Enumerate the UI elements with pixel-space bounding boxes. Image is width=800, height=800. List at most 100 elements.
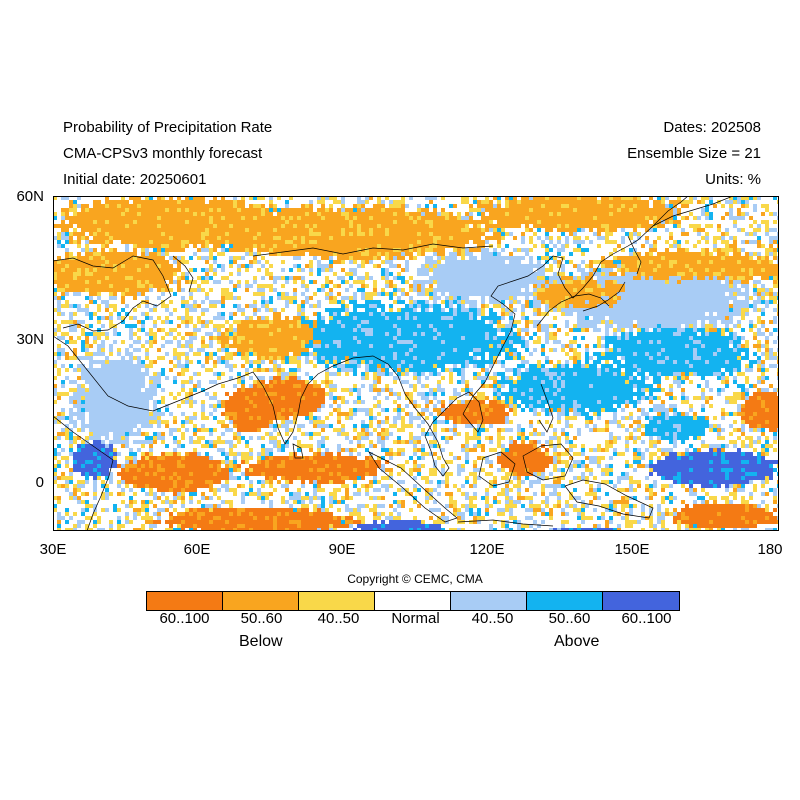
- probability-cell: [593, 208, 597, 212]
- probability-cell: [313, 328, 317, 332]
- probability-cell: [709, 264, 713, 268]
- probability-cell: [709, 280, 713, 284]
- probability-cell: [357, 332, 361, 336]
- probability-cell: [729, 196, 733, 200]
- probability-cell: [521, 232, 525, 236]
- probability-cell: [449, 292, 453, 296]
- probability-cell: [169, 256, 173, 260]
- probability-cell: [549, 324, 553, 328]
- probability-cell: [557, 272, 561, 276]
- probability-cell: [665, 272, 669, 276]
- probability-cell: [149, 236, 153, 240]
- probability-cell: [393, 248, 397, 252]
- probability-cell: [193, 204, 197, 208]
- probability-cell: [753, 240, 757, 244]
- probability-cell: [537, 292, 541, 296]
- probability-cell: [217, 316, 221, 320]
- probability-cell: [701, 292, 705, 296]
- probability-cell: [465, 320, 469, 324]
- probability-cell: [513, 308, 517, 312]
- probability-cell: [629, 276, 633, 280]
- probability-cell: [505, 232, 509, 236]
- probability-cell: [345, 340, 349, 344]
- probability-cell: [373, 248, 377, 252]
- probability-cell: [269, 240, 273, 244]
- probability-cell: [233, 312, 237, 316]
- probability-cell: [193, 220, 197, 224]
- probability-cell: [441, 292, 445, 296]
- probability-cell: [497, 204, 501, 208]
- probability-cell: [437, 216, 441, 220]
- probability-cell: [105, 212, 109, 216]
- probability-cell: [693, 280, 697, 284]
- probability-cell: [245, 220, 249, 224]
- probability-cell: [521, 212, 525, 216]
- probability-cell: [757, 316, 761, 320]
- probability-cell: [413, 336, 417, 340]
- probability-cell: [501, 248, 505, 252]
- probability-cell: [185, 276, 189, 280]
- probability-cell: [717, 296, 721, 300]
- probability-cell: [341, 236, 345, 240]
- probability-cell: [685, 328, 689, 332]
- probability-cell: [629, 300, 633, 304]
- probability-cell: [141, 220, 145, 224]
- probability-cell: [345, 216, 349, 220]
- probability-cell: [65, 212, 69, 216]
- probability-cell: [501, 316, 505, 320]
- probability-cell: [521, 316, 525, 320]
- probability-cell: [337, 232, 341, 236]
- probability-cell: [481, 200, 485, 204]
- probability-cell: [757, 300, 761, 304]
- probability-cell: [557, 204, 561, 208]
- probability-cell: [181, 208, 185, 212]
- probability-cell: [105, 304, 109, 308]
- probability-cell: [505, 288, 509, 292]
- probability-cell: [673, 284, 677, 288]
- probability-cell: [193, 240, 197, 244]
- probability-cell: [545, 328, 549, 332]
- probability-cell: [113, 288, 117, 292]
- probability-cell: [737, 248, 741, 252]
- probability-cell: [205, 268, 209, 272]
- probability-cell: [409, 276, 413, 280]
- probability-cell: [221, 336, 225, 340]
- probability-cell: [717, 276, 721, 280]
- probability-cell: [341, 308, 345, 312]
- probability-map[interactable]: [53, 196, 779, 531]
- probability-cell: [741, 264, 745, 268]
- probability-cell: [497, 300, 501, 304]
- probability-cell: [221, 208, 225, 212]
- probability-cell: [629, 268, 633, 272]
- probability-cell: [357, 328, 361, 332]
- probability-cell: [649, 288, 653, 292]
- probability-cell: [509, 284, 513, 288]
- probability-cell: [501, 280, 505, 284]
- probability-cell: [261, 232, 265, 236]
- probability-cell: [481, 260, 485, 264]
- probability-cell: [477, 320, 481, 324]
- probability-cell: [541, 312, 545, 316]
- probability-cell: [765, 300, 769, 304]
- probability-cell: [473, 284, 477, 288]
- probability-cell: [493, 272, 497, 276]
- probability-cell: [141, 212, 145, 216]
- probability-cell: [725, 232, 729, 236]
- probability-cell: [469, 292, 473, 296]
- probability-cell: [409, 220, 413, 224]
- probability-cell: [213, 204, 217, 208]
- probability-cell: [105, 252, 109, 256]
- probability-cell: [269, 232, 273, 236]
- probability-cell: [709, 296, 713, 300]
- probability-cell: [193, 324, 197, 328]
- probability-cell: [373, 204, 377, 208]
- probability-cell: [381, 336, 385, 340]
- probability-cell: [569, 212, 573, 216]
- probability-cell: [729, 284, 733, 288]
- probability-cell: [561, 228, 565, 232]
- probability-cell: [53, 292, 57, 296]
- probability-cell: [533, 264, 537, 268]
- probability-cell: [193, 232, 197, 236]
- probability-cell: [337, 260, 341, 264]
- probability-cell: [329, 260, 333, 264]
